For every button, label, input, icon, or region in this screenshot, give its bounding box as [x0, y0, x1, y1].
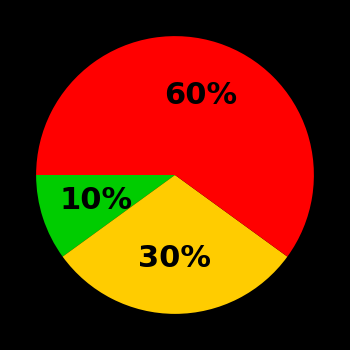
Wedge shape — [36, 36, 314, 257]
Text: 60%: 60% — [164, 81, 237, 110]
Wedge shape — [36, 175, 175, 257]
Text: 10%: 10% — [59, 186, 132, 215]
Text: 30%: 30% — [139, 244, 211, 273]
Wedge shape — [63, 175, 287, 314]
